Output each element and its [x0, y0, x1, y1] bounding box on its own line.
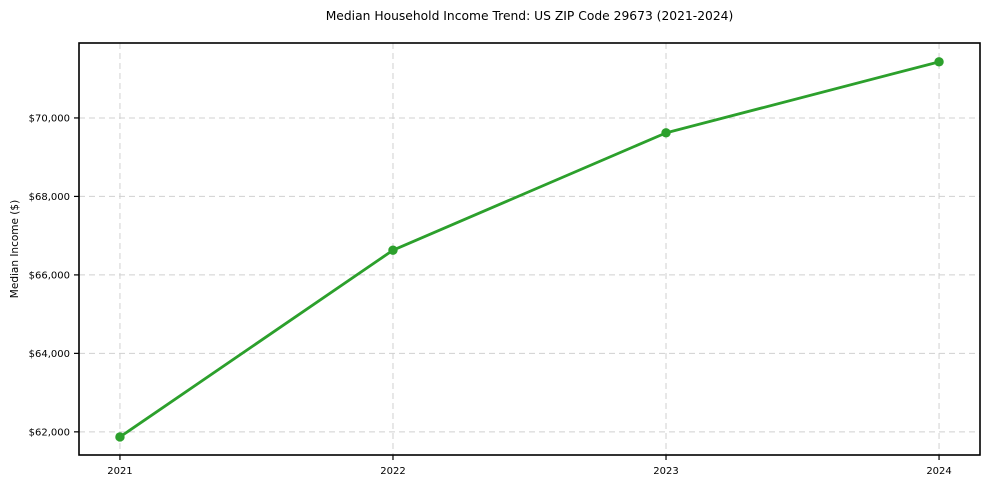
chart-title: Median Household Income Trend: US ZIP Co… [325, 9, 734, 23]
y-tick-label: $70,000 [29, 113, 70, 124]
income-trend-line [118, 60, 941, 439]
data-point-marker-2023 [661, 128, 671, 138]
x-tick-label: 2022 [380, 466, 405, 477]
data-point-marker-2022 [388, 245, 398, 255]
y-tick-label: $62,000 [29, 427, 70, 438]
data-point-marker-2021 [115, 432, 125, 442]
y-tick-label: $64,000 [29, 349, 70, 360]
y-tick-label: $68,000 [29, 192, 70, 203]
x-tick-label: 2024 [926, 466, 951, 477]
plot-border [78, 42, 981, 456]
plot-area-background [79, 43, 980, 455]
data-point-marker-2024 [934, 57, 944, 67]
x-tick-label: 2021 [107, 466, 132, 477]
x-tick-label: 2023 [653, 466, 678, 477]
y-tick-label: $66,000 [29, 270, 70, 281]
